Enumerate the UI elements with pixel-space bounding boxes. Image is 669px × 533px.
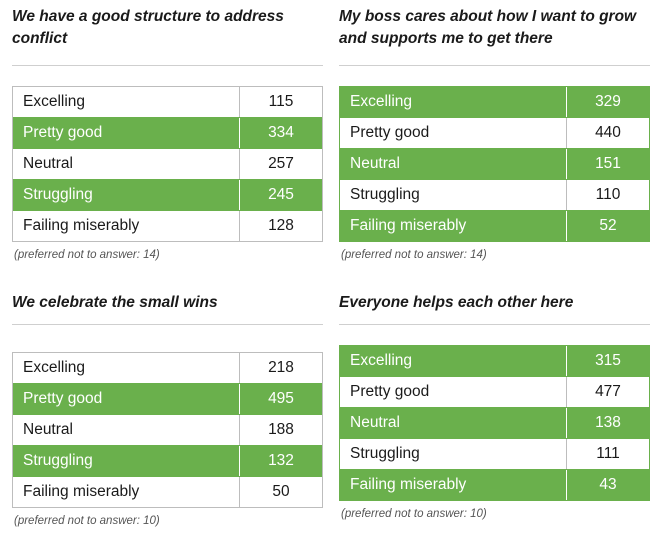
results-table: Excelling 218 Pretty good 495 Neutral 188 S… (12, 352, 323, 508)
row-value: 477 (595, 383, 621, 400)
row-label: Pretty good (340, 118, 567, 148)
row-label: Failing miserably (13, 211, 240, 241)
row-value: 111 (596, 445, 620, 462)
row-label: Struggling (13, 446, 240, 476)
row-value: 138 (595, 414, 621, 431)
panel-title: Everyone helps each other here (339, 294, 574, 311)
panel-title: We celebrate the small wins (12, 294, 218, 311)
table-row: Failing miserably 128 (13, 210, 322, 241)
results-table: Excelling 115 Pretty good 334 Neutral 257 S… (12, 86, 323, 242)
row-label: Failing miserably (340, 211, 567, 241)
row-value: 218 (268, 359, 294, 376)
row-label: Excelling (13, 87, 240, 117)
table-row: Excelling 329 (340, 87, 649, 117)
row-label: Pretty good (13, 384, 240, 414)
no-answer-note: (preferred not to answer: 10) (14, 515, 160, 527)
table-row: Excelling 115 (13, 87, 322, 117)
table-row: Neutral 188 (13, 414, 322, 445)
row-value: 440 (595, 124, 621, 141)
row-label: Excelling (340, 87, 567, 117)
table-row: Excelling 315 (340, 346, 649, 376)
row-value: 329 (595, 93, 621, 110)
table-row: Struggling 111 (340, 438, 649, 469)
no-answer-note: (preferred not to answer: 14) (14, 249, 160, 261)
row-label: Struggling (13, 180, 240, 210)
table-row: Excelling 218 (13, 353, 322, 383)
row-value: 128 (268, 217, 294, 234)
table-row: Struggling 245 (13, 179, 322, 210)
row-value: 132 (268, 452, 294, 469)
row-label: Pretty good (340, 377, 567, 407)
table-row: Failing miserably 43 (340, 469, 649, 500)
panel-title: My boss cares about how I want to grow a… (339, 8, 637, 47)
row-value: 43 (599, 476, 617, 493)
table-row: Pretty good 440 (340, 117, 649, 148)
title-divider (339, 65, 650, 66)
row-value: 110 (595, 186, 621, 203)
panel-small-wins: We celebrate the small wins Excelling 218… (12, 292, 323, 527)
table-row: Struggling 132 (13, 445, 322, 476)
row-label: Struggling (340, 439, 567, 469)
row-value: 52 (599, 217, 617, 234)
table-row: Neutral 138 (340, 407, 649, 438)
panel-boss-growth: My boss cares about how I want to grow a… (339, 6, 650, 261)
row-value: 151 (595, 155, 621, 172)
table-row: Neutral 151 (340, 148, 649, 179)
table-row: Neutral 257 (13, 148, 322, 179)
row-label: Failing miserably (13, 477, 240, 507)
row-label: Neutral (13, 415, 240, 445)
row-label: Pretty good (13, 118, 240, 148)
table-row: Pretty good 334 (13, 117, 322, 148)
table-row: Failing miserably 50 (13, 476, 322, 507)
row-label: Excelling (13, 353, 240, 383)
row-value: 334 (268, 124, 294, 141)
title-divider (12, 324, 323, 325)
table-row: Failing miserably 52 (340, 210, 649, 241)
table-row: Pretty good 477 (340, 376, 649, 407)
title-divider (339, 324, 650, 325)
row-label: Neutral (340, 149, 567, 179)
row-label: Failing miserably (340, 470, 567, 500)
row-value: 245 (268, 186, 294, 203)
no-answer-note: (preferred not to answer: 14) (341, 249, 487, 261)
row-value: 257 (268, 155, 294, 172)
table-row: Pretty good 495 (13, 383, 322, 414)
table-row: Struggling 110 (340, 179, 649, 210)
results-table: Excelling 329 Pretty good 440 Neutral 151 S… (339, 86, 650, 242)
panel-helping-each-other: Everyone helps each other here Excelling… (339, 292, 650, 520)
title-divider (12, 65, 323, 66)
row-label: Neutral (340, 408, 567, 438)
row-value: 50 (272, 483, 290, 500)
no-answer-note: (preferred not to answer: 10) (341, 508, 487, 520)
panel-title: We have a good structure to address conf… (12, 8, 284, 47)
row-value: 188 (268, 421, 294, 438)
row-label: Struggling (340, 180, 567, 210)
row-value: 315 (595, 352, 621, 369)
row-label: Neutral (13, 149, 240, 179)
row-value: 495 (268, 390, 294, 407)
row-value: 115 (268, 93, 294, 110)
results-table: Excelling 315 Pretty good 477 Neutral 138 S… (339, 345, 650, 501)
row-label: Excelling (340, 346, 567, 376)
panel-conflict-structure: We have a good structure to address conf… (12, 6, 323, 261)
